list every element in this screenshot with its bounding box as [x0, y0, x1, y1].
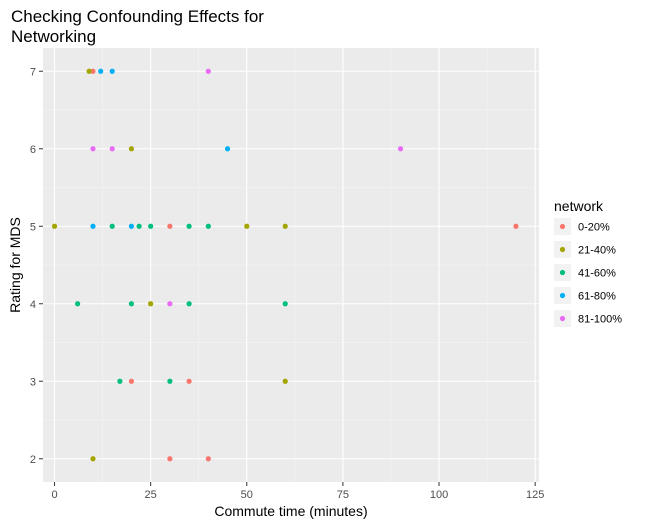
legend-swatch	[559, 223, 566, 230]
data-point	[128, 301, 135, 307]
data-point	[109, 223, 115, 229]
data-point	[90, 146, 96, 152]
legend-title: network	[554, 198, 604, 214]
data-point	[90, 223, 96, 229]
x-tick-label: 0	[51, 489, 57, 501]
grid-lines	[43, 48, 539, 482]
data-point	[224, 146, 231, 152]
data-point	[109, 68, 115, 74]
data-point	[167, 301, 173, 307]
axes: 0 25 50 75 100 125 2 3 4 5 6 7	[30, 66, 544, 501]
data-point	[167, 456, 173, 462]
data-point	[128, 378, 135, 384]
data-point	[205, 68, 211, 74]
y-tick-label: 7	[30, 66, 36, 78]
legend-label: 21-40%	[578, 245, 616, 257]
x-tick-label: 25	[145, 489, 157, 501]
x-tick-label: 100	[430, 489, 448, 501]
data-point	[244, 223, 250, 229]
data-point	[148, 223, 154, 229]
legend-swatch	[559, 292, 566, 299]
data-point	[128, 146, 135, 152]
data-point	[90, 456, 96, 462]
y-tick-label: 6	[30, 144, 36, 156]
legend: network 0-20% 21-40% 41-60% 61-80% 81-100%	[554, 198, 622, 327]
legend-label: 81-100%	[578, 314, 622, 326]
data-point	[167, 223, 173, 229]
data-point	[205, 223, 211, 229]
data-point	[205, 456, 211, 462]
legend-label: 0-20%	[578, 222, 610, 234]
data-point	[282, 301, 288, 307]
data-point	[51, 223, 58, 229]
data-points	[51, 68, 519, 462]
data-point	[109, 146, 115, 152]
legend-items: 0-20% 21-40% 41-60% 61-80% 81-100%	[554, 218, 622, 327]
chart-title-line-1: Checking Confounding Effects for	[11, 7, 264, 26]
y-tick-label: 3	[30, 376, 36, 388]
x-tick-label: 50	[241, 489, 253, 501]
data-point	[98, 68, 104, 74]
data-point	[397, 146, 404, 152]
data-point	[117, 378, 123, 384]
data-point	[136, 223, 142, 229]
data-point	[167, 378, 173, 384]
data-point	[75, 301, 81, 307]
legend-label: 41-60%	[578, 268, 616, 280]
x-tick-label: 125	[526, 489, 544, 501]
y-tick-label: 4	[30, 299, 36, 311]
y-tick-label: 5	[30, 221, 36, 233]
legend-swatch	[559, 246, 566, 253]
x-axis-title: Commute time (minutes)	[214, 503, 367, 519]
chart-title-line-2: Networking	[11, 27, 96, 46]
data-point	[186, 378, 192, 384]
data-point	[86, 68, 92, 74]
y-axis-title: Rating for MDS	[7, 217, 23, 313]
data-point	[186, 223, 192, 229]
data-point	[513, 223, 519, 229]
data-point	[128, 223, 135, 229]
legend-swatch	[559, 315, 566, 322]
data-point	[282, 223, 288, 229]
x-tick-label: 75	[337, 489, 349, 501]
data-point	[148, 301, 154, 307]
data-point	[186, 301, 192, 307]
legend-label: 61-80%	[578, 291, 616, 303]
legend-swatch	[559, 269, 566, 276]
data-point	[282, 378, 288, 384]
y-tick-label: 2	[30, 454, 36, 466]
data-point	[90, 68, 96, 74]
